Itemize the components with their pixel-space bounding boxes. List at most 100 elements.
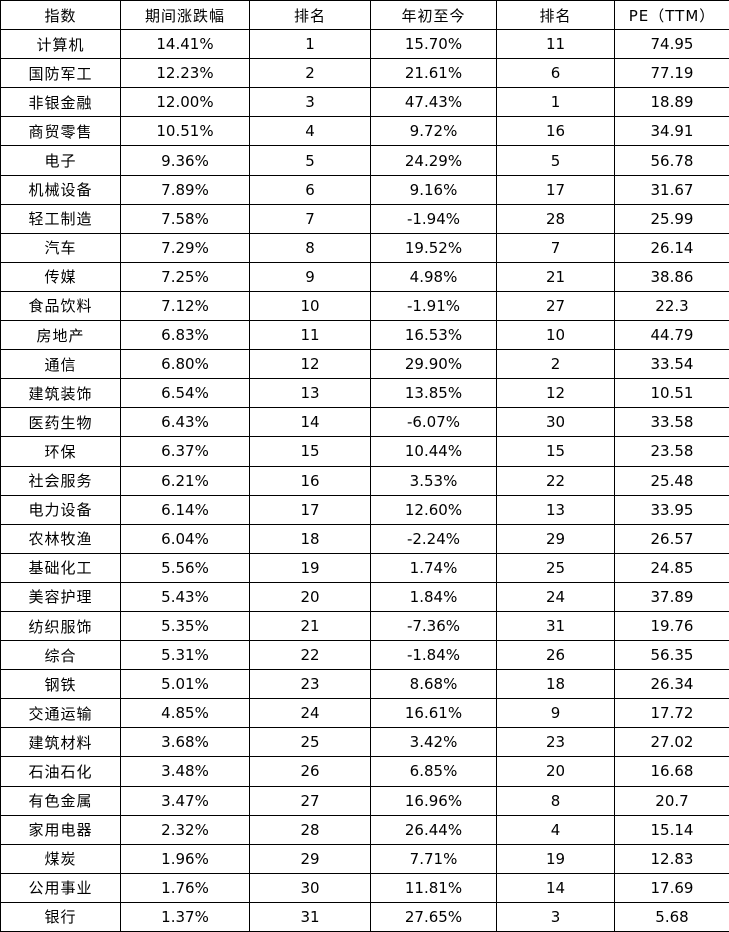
cell-ytd-change: 29.90% (371, 350, 497, 379)
cell-period-rank: 22 (250, 641, 371, 670)
cell-pe-ttm: 10.51 (615, 379, 729, 408)
cell-period-change: 3.68% (121, 728, 250, 757)
cell-period-rank: 12 (250, 350, 371, 379)
cell-ytd-rank: 27 (497, 291, 615, 320)
cell-index: 电子 (1, 146, 121, 175)
cell-pe-ttm: 25.48 (615, 466, 729, 495)
cell-period-change: 6.37% (121, 437, 250, 466)
cell-ytd-rank: 4 (497, 815, 615, 844)
cell-index: 石油石化 (1, 757, 121, 786)
cell-index: 公用事业 (1, 873, 121, 902)
cell-period-rank: 24 (250, 699, 371, 728)
cell-pe-ttm: 20.7 (615, 786, 729, 815)
header-period-rank: 排名 (250, 1, 371, 30)
cell-period-rank: 23 (250, 670, 371, 699)
cell-period-change: 3.47% (121, 786, 250, 815)
cell-index: 钢铁 (1, 670, 121, 699)
cell-ytd-rank: 24 (497, 582, 615, 611)
cell-ytd-rank: 8 (497, 786, 615, 815)
cell-period-rank: 18 (250, 524, 371, 553)
cell-period-change: 7.58% (121, 204, 250, 233)
cell-pe-ttm: 18.89 (615, 88, 729, 117)
cell-period-change: 5.43% (121, 582, 250, 611)
cell-period-change: 5.56% (121, 553, 250, 582)
cell-ytd-rank: 3 (497, 902, 615, 931)
cell-index: 国防军工 (1, 59, 121, 88)
cell-ytd-change: 26.44% (371, 815, 497, 844)
cell-period-change: 1.37% (121, 902, 250, 931)
cell-ytd-change: 15.70% (371, 30, 497, 59)
cell-ytd-change: 6.85% (371, 757, 497, 786)
cell-ytd-change: 24.29% (371, 146, 497, 175)
cell-period-change: 6.14% (121, 495, 250, 524)
cell-pe-ttm: 26.57 (615, 524, 729, 553)
cell-period-rank: 17 (250, 495, 371, 524)
cell-ytd-rank: 25 (497, 553, 615, 582)
cell-ytd-rank: 7 (497, 233, 615, 262)
cell-period-rank: 27 (250, 786, 371, 815)
cell-ytd-change: 8.68% (371, 670, 497, 699)
cell-ytd-change: 3.42% (371, 728, 497, 757)
cell-index: 建筑装饰 (1, 379, 121, 408)
cell-pe-ttm: 44.79 (615, 321, 729, 350)
cell-ytd-change: 1.74% (371, 553, 497, 582)
header-row: 指数 期间涨跌幅 排名 年初至今 排名 PE（TTM） (1, 1, 729, 30)
cell-period-rank: 5 (250, 146, 371, 175)
cell-index: 电力设备 (1, 495, 121, 524)
cell-ytd-change: -1.84% (371, 641, 497, 670)
cell-ytd-rank: 12 (497, 379, 615, 408)
cell-index: 非银金融 (1, 88, 121, 117)
cell-ytd-change: -1.91% (371, 291, 497, 320)
cell-pe-ttm: 33.95 (615, 495, 729, 524)
cell-pe-ttm: 56.78 (615, 146, 729, 175)
cell-ytd-rank: 19 (497, 844, 615, 873)
cell-index: 传媒 (1, 262, 121, 291)
cell-index: 社会服务 (1, 466, 121, 495)
cell-ytd-change: -6.07% (371, 408, 497, 437)
cell-ytd-change: 16.96% (371, 786, 497, 815)
cell-period-rank: 29 (250, 844, 371, 873)
cell-ytd-rank: 23 (497, 728, 615, 757)
cell-ytd-change: 9.72% (371, 117, 497, 146)
cell-pe-ttm: 38.86 (615, 262, 729, 291)
cell-ytd-rank: 14 (497, 873, 615, 902)
cell-ytd-rank: 17 (497, 175, 615, 204)
cell-ytd-rank: 15 (497, 437, 615, 466)
cell-ytd-rank: 1 (497, 88, 615, 117)
cell-period-change: 6.43% (121, 408, 250, 437)
cell-period-change: 12.23% (121, 59, 250, 88)
cell-period-rank: 7 (250, 204, 371, 233)
cell-ytd-rank: 20 (497, 757, 615, 786)
cell-period-rank: 16 (250, 466, 371, 495)
cell-period-rank: 30 (250, 873, 371, 902)
cell-index: 美容护理 (1, 582, 121, 611)
cell-period-rank: 15 (250, 437, 371, 466)
cell-index: 煤炭 (1, 844, 121, 873)
cell-ytd-change: 12.60% (371, 495, 497, 524)
cell-period-rank: 4 (250, 117, 371, 146)
cell-index: 医药生物 (1, 408, 121, 437)
cell-pe-ttm: 26.14 (615, 233, 729, 262)
cell-index: 基础化工 (1, 553, 121, 582)
cell-ytd-change: 16.53% (371, 321, 497, 350)
cell-ytd-change: -1.94% (371, 204, 497, 233)
cell-index: 交通运输 (1, 699, 121, 728)
cell-ytd-change: 9.16% (371, 175, 497, 204)
cell-ytd-rank: 28 (497, 204, 615, 233)
cell-ytd-change: 10.44% (371, 437, 497, 466)
cell-period-change: 7.89% (121, 175, 250, 204)
